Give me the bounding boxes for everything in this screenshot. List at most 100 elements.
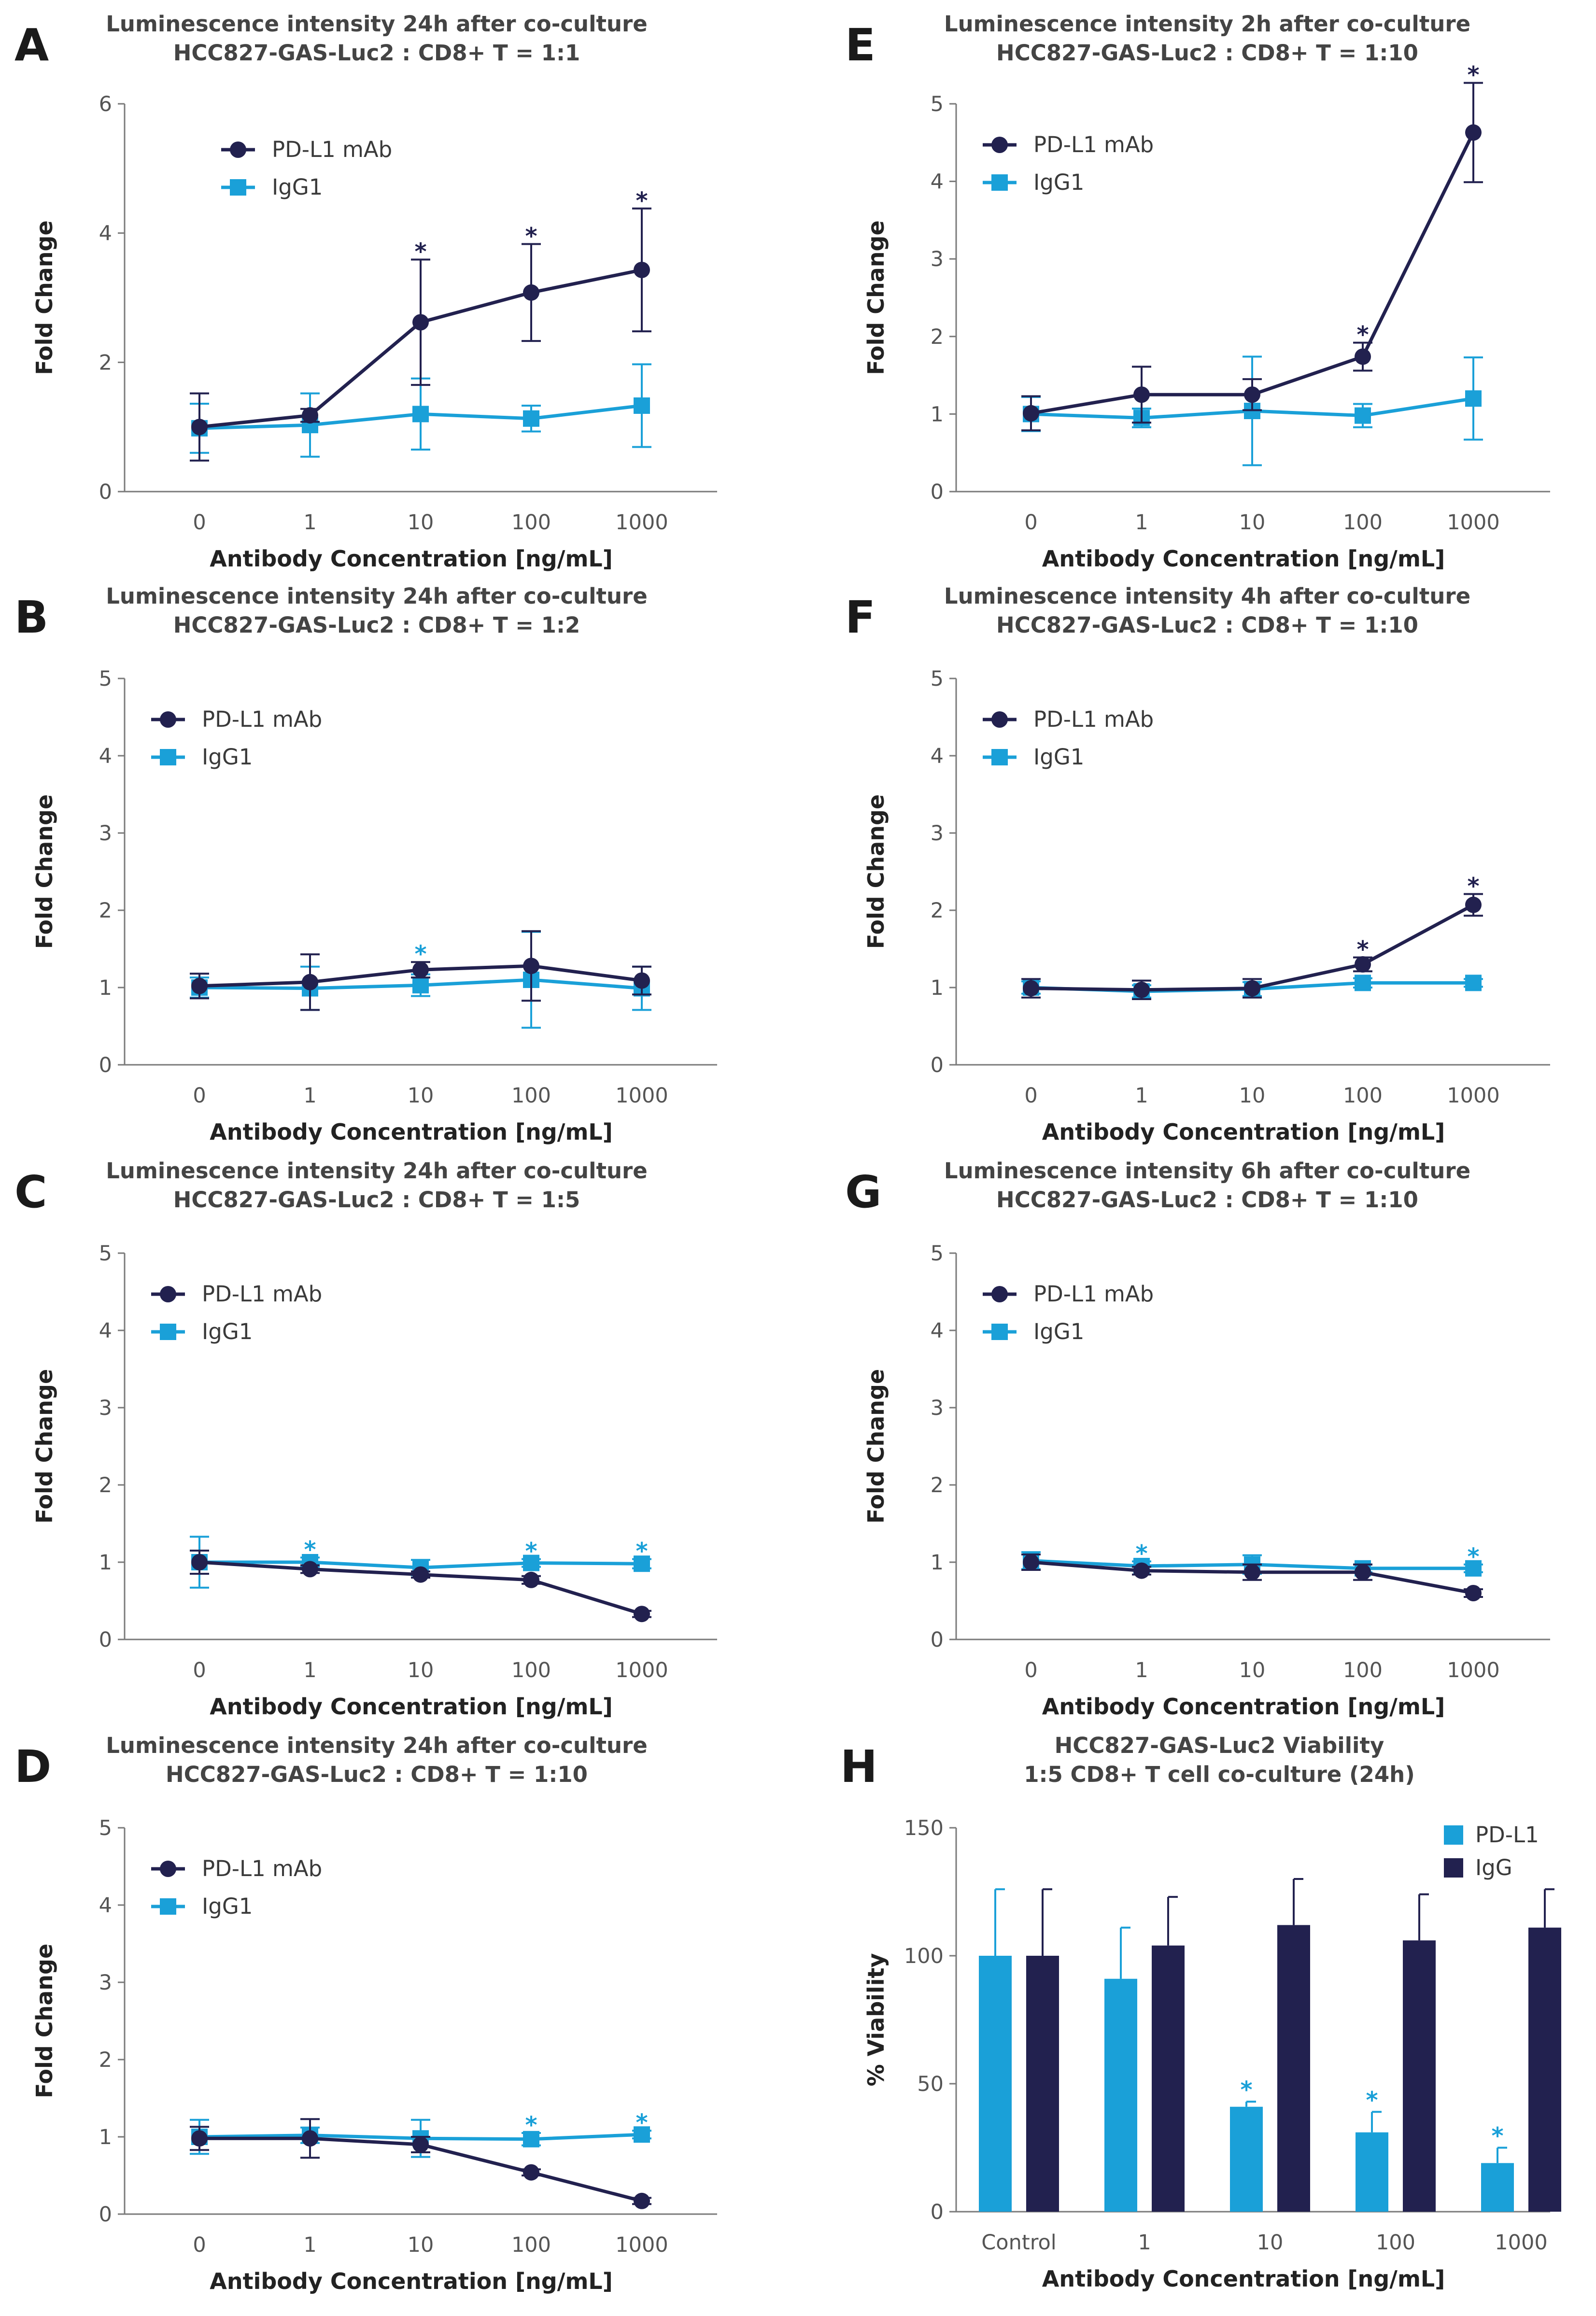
y-tick-label: 0: [99, 1053, 112, 1077]
legend-label: IgG1: [202, 1319, 253, 1344]
chart-title: Luminescence intensity 24h after co-cult…: [106, 1158, 648, 1184]
data-point: [1465, 1585, 1482, 1601]
data-point: [191, 2130, 208, 2147]
series-pd-l1-mab: [190, 930, 651, 1011]
x-tick-label: 1000: [1495, 2231, 1547, 2255]
x-tick-label: 1: [1138, 2231, 1151, 2255]
data-point: [302, 1561, 318, 1578]
y-tick-label: 4: [931, 170, 944, 194]
legend: PD-L1 mAb IgG1: [221, 137, 392, 200]
data-point: [1355, 1564, 1371, 1581]
y-tick-label: 4: [931, 1319, 944, 1343]
legend-label: IgG1: [1033, 169, 1084, 195]
x-tick-label: 10: [1239, 510, 1266, 535]
bar: [1403, 1940, 1436, 2212]
y-axis-label: Fold Change: [31, 1369, 57, 1524]
data-point: [1023, 1554, 1039, 1570]
bar: [1277, 1925, 1310, 2212]
legend-label: PD-L1 mAb: [272, 137, 392, 162]
data-point: [302, 974, 318, 990]
x-axis-label: Antibody Concentration [ng/mL]: [210, 546, 613, 572]
data-point: [634, 2192, 650, 2209]
significance-star: *: [636, 1538, 648, 1565]
x-tick-label: 100: [1343, 1084, 1383, 1108]
y-tick-label: 3: [931, 247, 944, 271]
y-tick-label: 5: [99, 1242, 112, 1266]
y-tick-label: 2: [99, 351, 112, 375]
y-tick-label: 1: [931, 976, 944, 1000]
data-point: [1465, 390, 1482, 407]
y-tick-label: 3: [931, 1396, 944, 1420]
significance-star: *: [1356, 936, 1369, 963]
legend-label: IgG1: [272, 174, 323, 200]
legend: PD-L1 mAb IgG1: [151, 706, 322, 770]
legend-label: IgG1: [202, 1893, 253, 1919]
x-tick-label: 1: [1135, 510, 1148, 535]
data-point: [1133, 1562, 1150, 1579]
legend-marker: [991, 174, 1008, 191]
legend-marker: [1444, 1825, 1463, 1845]
x-tick-label: 100: [1376, 2231, 1415, 2255]
chart-panel-b: B Luminescence intensity 24h after co-cul…: [14, 583, 717, 1145]
bar: [1528, 1927, 1561, 2212]
data-point: [523, 410, 539, 427]
legend: PD-L1 mAb IgG1: [151, 1856, 322, 1919]
x-tick-label: 10: [408, 1658, 434, 1682]
data-point: [634, 2126, 650, 2143]
significance-star: *: [304, 1536, 316, 1563]
chart-subtitle: HCC827-GAS-Luc2 : CD8+ T = 1:10: [996, 612, 1418, 638]
y-tick-label: 1: [99, 2125, 112, 2149]
x-tick-label: 100: [511, 510, 551, 535]
bar: [1356, 2132, 1388, 2212]
x-axis-label: Antibody Concentration [ng/mL]: [1042, 1694, 1445, 1720]
bar: [979, 1956, 1012, 2212]
data-point: [523, 1554, 539, 1571]
legend-marker: [160, 1861, 176, 1877]
x-tick-label: 1: [303, 2233, 316, 2257]
legend-label: PD-L1 mAb: [1033, 706, 1154, 732]
x-tick-label: 10: [1239, 1084, 1266, 1108]
chart-title: HCC827-GAS-Luc2 Viability: [1055, 1733, 1384, 1758]
x-tick-label: 1000: [1447, 1084, 1499, 1108]
x-tick-label: Control: [981, 2231, 1056, 2255]
y-tick-label: 0: [931, 1628, 944, 1652]
legend-marker: [230, 141, 246, 158]
y-tick-label: 5: [931, 667, 944, 691]
y-tick-label: 2: [99, 899, 112, 923]
x-tick-label: 100: [1343, 1658, 1383, 1682]
chart-title: Luminescence intensity 24h after co-cult…: [106, 11, 648, 37]
data-point: [412, 314, 429, 331]
data-point: [634, 1606, 650, 1623]
data-point: [1244, 386, 1260, 403]
bar: [1481, 2163, 1514, 2212]
chart-title: Luminescence intensity 2h after co-cultu…: [944, 11, 1470, 37]
chart-panel-e: E Luminescence intensity 2h after co-cult…: [845, 11, 1550, 572]
y-tick-label: 0: [99, 2203, 112, 2227]
x-tick-label: 1000: [1447, 1658, 1499, 1682]
legend: PD-L1 mAb IgG1: [983, 132, 1154, 195]
y-tick-label: 5: [931, 92, 944, 116]
y-tick-label: 2: [99, 1473, 112, 1497]
data-point: [412, 961, 429, 978]
chart-subtitle: 1:5 CD8+ T cell co-culture (24h): [1024, 1762, 1415, 1787]
y-tick-label: 4: [99, 1893, 112, 1918]
y-tick-label: 0: [99, 480, 112, 504]
legend-marker: [160, 749, 176, 765]
x-tick-label: 0: [1024, 510, 1037, 535]
data-point: [1023, 980, 1039, 997]
data-point: [634, 972, 650, 989]
x-tick-label: 10: [408, 1084, 434, 1108]
legend-marker: [991, 1286, 1008, 1302]
y-axis-label: Fold Change: [31, 220, 57, 375]
data-point: [1465, 974, 1482, 991]
data-point: [412, 2136, 429, 2153]
legend: PD-L1 mAb IgG1: [983, 1281, 1154, 1344]
legend-marker: [991, 1324, 1008, 1340]
y-tick-label: 3: [931, 821, 944, 846]
bar: [1026, 1956, 1059, 2212]
y-tick-label: 4: [99, 744, 112, 768]
x-tick-label: 10: [408, 510, 434, 535]
x-tick-label: 0: [1024, 1084, 1037, 1108]
significance-star: *: [1467, 1543, 1479, 1570]
chart-panel-g: G Luminescence intensity 6h after co-cult…: [845, 1158, 1550, 1720]
